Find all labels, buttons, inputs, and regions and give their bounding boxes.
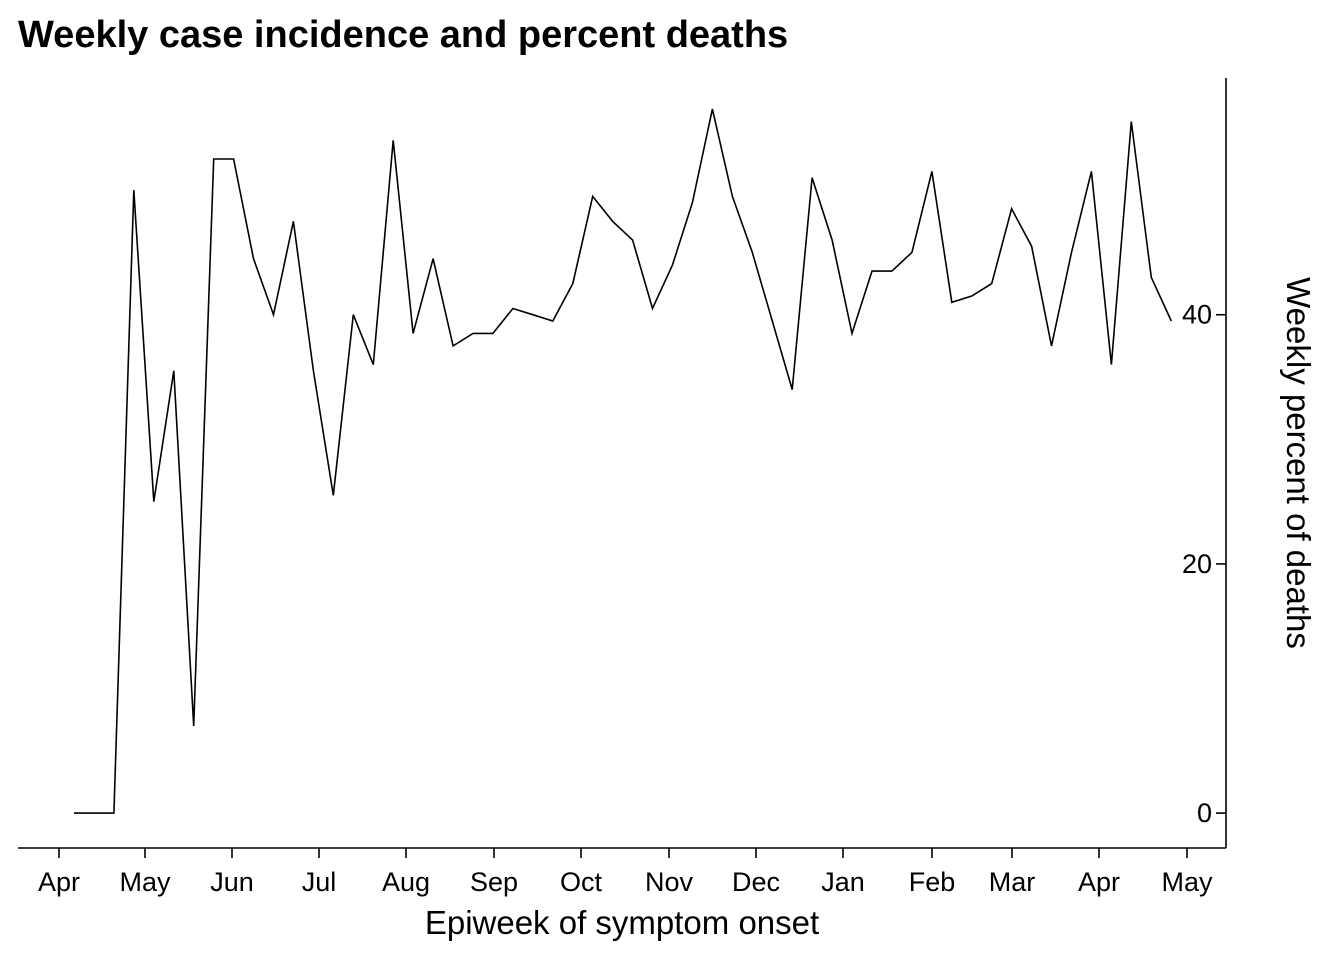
- x-tick-label: May: [119, 867, 171, 897]
- x-tick-label: Sep: [470, 867, 518, 897]
- y-tick-label: 40: [1182, 300, 1212, 330]
- x-tick-label: May: [1161, 867, 1213, 897]
- x-tick-label: Mar: [989, 867, 1036, 897]
- y-tick-label: 20: [1182, 549, 1212, 579]
- x-tick-label: Feb: [909, 867, 956, 897]
- series-line: [74, 108, 1173, 814]
- x-tick-label: Aug: [382, 867, 430, 897]
- x-tick-label: Dec: [732, 867, 780, 897]
- x-tick-label: Apr: [38, 867, 80, 897]
- y-axis-title: Weekly percent of deaths: [1280, 277, 1317, 649]
- x-tick-label: Jul: [302, 867, 337, 897]
- x-tick-label: Jun: [210, 867, 254, 897]
- x-axis-title: Epiweek of symptom onset: [425, 904, 819, 941]
- y-tick-label: 0: [1197, 798, 1212, 828]
- x-tick-label: Jan: [821, 867, 865, 897]
- chart-title: Weekly case incidence and percent deaths: [18, 14, 789, 56]
- x-tick-label: Oct: [560, 867, 603, 897]
- x-tick-label: Nov: [645, 867, 694, 897]
- x-tick-label: Apr: [1078, 867, 1120, 897]
